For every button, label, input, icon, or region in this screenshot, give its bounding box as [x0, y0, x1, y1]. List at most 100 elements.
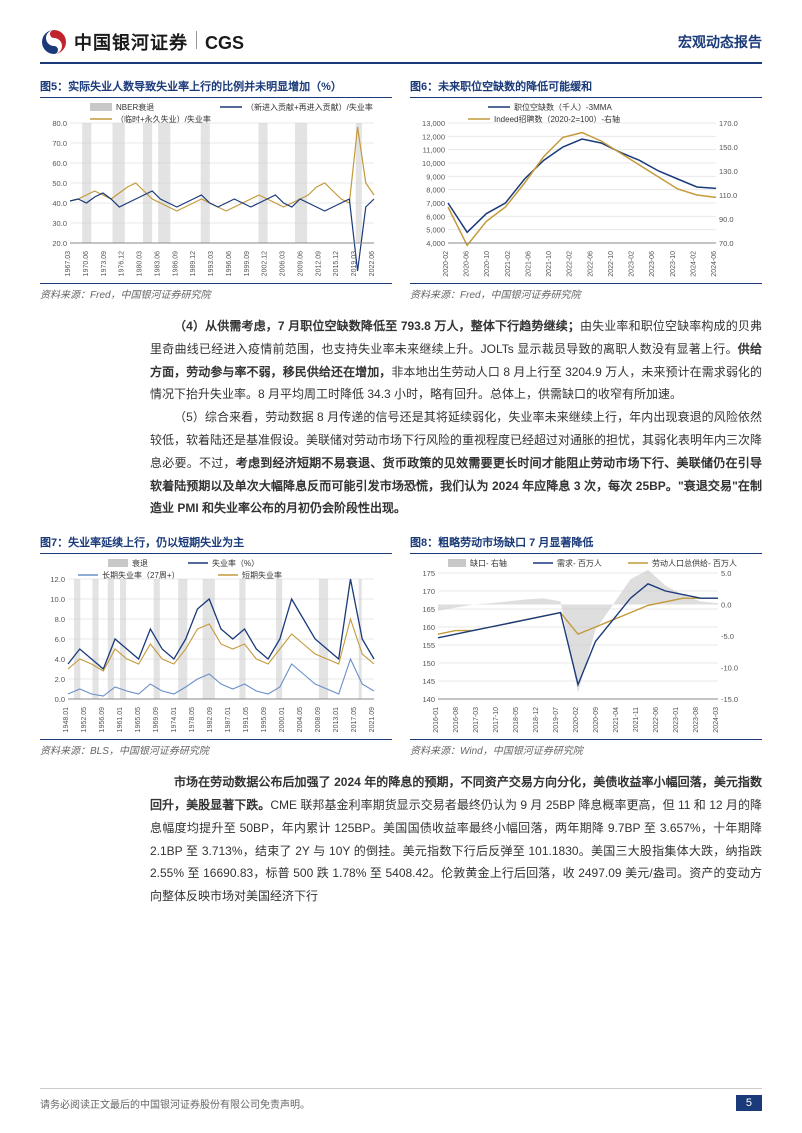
svg-text:6.0: 6.0: [55, 635, 65, 644]
svg-text:缺口- 右轴: 缺口- 右轴: [470, 558, 507, 568]
svg-text:80.0: 80.0: [52, 119, 67, 128]
svg-text:0.0: 0.0: [55, 695, 65, 704]
logo-divider: [196, 31, 197, 49]
body-paragraphs-2: 市场在劳动数据公布后加强了 2024 年的降息的预期，不同资产交易方向分化，美债…: [150, 771, 762, 908]
svg-text:2022.06: 2022.06: [369, 251, 376, 276]
figure-7-title: 图7：失业率延续上行，仍以短期失业为主: [40, 534, 392, 554]
svg-text:2020-02: 2020-02: [443, 251, 450, 277]
svg-text:2017.05: 2017.05: [351, 707, 358, 732]
logo-cn-text: 中国银河证券: [74, 29, 188, 55]
svg-text:140: 140: [422, 695, 435, 704]
page-footer: 请务必阅读正文最后的中国银河证券股份有限公司免责声明。 5: [40, 1088, 762, 1111]
svg-text:11,000: 11,000: [423, 146, 445, 155]
svg-text:1965.05: 1965.05: [135, 707, 142, 732]
svg-text:2009.06: 2009.06: [297, 251, 304, 276]
svg-text:4,000: 4,000: [426, 239, 445, 248]
svg-text:-5.0: -5.0: [721, 632, 734, 641]
svg-text:2024-02: 2024-02: [690, 251, 697, 277]
svg-text:-15.0: -15.0: [721, 695, 738, 704]
svg-text:2013.01: 2013.01: [333, 707, 340, 732]
svg-text:-10.0: -10.0: [721, 664, 738, 673]
svg-text:1956.09: 1956.09: [99, 707, 106, 732]
svg-text:2017-03: 2017-03: [473, 707, 480, 733]
logo-en-text: CGS: [205, 33, 244, 54]
svg-text:需求- 百万人: 需求- 百万人: [557, 558, 602, 568]
disclaimer: 请务必阅读正文最后的中国银河证券股份有限公司免责声明。: [40, 1096, 310, 1111]
svg-text:（新进入贡献+再进入贡献）/失业率: （新进入贡献+再进入贡献）/失业率: [246, 102, 373, 112]
figure-8-title: 图8：粗略劳动市场缺口 7 月显著降低: [410, 534, 762, 554]
svg-text:2.0: 2.0: [55, 675, 65, 684]
svg-text:4.0: 4.0: [55, 655, 65, 664]
svg-text:1974.01: 1974.01: [171, 707, 178, 732]
svg-text:1961.01: 1961.01: [117, 707, 124, 732]
svg-text:2019-07: 2019-07: [553, 707, 560, 733]
svg-text:2023-06: 2023-06: [649, 251, 656, 277]
svg-text:2022-02: 2022-02: [567, 251, 574, 277]
svg-text:10.0: 10.0: [50, 595, 65, 604]
figure-8-source: 资料来源：Wind，中国银河证券研究院: [410, 739, 762, 757]
svg-text:1967.03: 1967.03: [65, 251, 72, 276]
svg-text:170.0: 170.0: [719, 119, 738, 128]
svg-text:2023-08: 2023-08: [693, 707, 700, 733]
report-type: 宏观动态报告: [678, 32, 762, 52]
svg-text:衰退: 衰退: [132, 558, 148, 568]
svg-text:1978.05: 1978.05: [189, 707, 196, 732]
svg-text:30.0: 30.0: [52, 219, 67, 228]
svg-text:70.0: 70.0: [719, 239, 734, 248]
svg-text:2021-11: 2021-11: [633, 707, 640, 732]
svg-text:2021-06: 2021-06: [525, 251, 532, 277]
svg-text:2021-02: 2021-02: [505, 251, 512, 277]
svg-text:2017-10: 2017-10: [493, 707, 500, 733]
svg-text:2022-10: 2022-10: [608, 251, 615, 277]
svg-text:8,000: 8,000: [426, 186, 445, 195]
figure-7: 图7：失业率延续上行，仍以短期失业为主 衰退失业率（%）长期失业率（27周+）短…: [40, 534, 392, 757]
figure-5-source: 资料来源：Fred，中国银河证券研究院: [40, 283, 392, 301]
svg-text:5,000: 5,000: [426, 226, 445, 235]
svg-text:1969.09: 1969.09: [153, 707, 160, 732]
p-market-rest: CME 联邦基金利率期货显示交易者最终仍认为 9 月 25BP 降息概率更高，但…: [150, 798, 762, 903]
figure-6: 图6：未来职位空缺数的降低可能缓和 职位空缺数（千人）-3MMAIndeed招聘…: [410, 78, 762, 301]
svg-text:2023-01: 2023-01: [673, 707, 680, 733]
svg-text:2022-06: 2022-06: [653, 707, 660, 733]
svg-text:劳动人口总供给- 百万人: 劳动人口总供给- 百万人: [652, 558, 737, 568]
svg-text:12,000: 12,000: [422, 132, 445, 141]
svg-text:2022-06: 2022-06: [587, 251, 594, 277]
svg-text:2015.12: 2015.12: [333, 251, 340, 276]
svg-text:175: 175: [422, 569, 435, 578]
svg-text:1987.01: 1987.01: [225, 707, 232, 732]
svg-text:2016-08: 2016-08: [453, 707, 460, 733]
svg-text:165: 165: [422, 605, 435, 614]
svg-text:2023-10: 2023-10: [670, 251, 677, 277]
svg-text:170: 170: [422, 587, 435, 596]
figure-7-source: 资料来源：BLS，中国银河证券研究院: [40, 739, 392, 757]
svg-text:6,000: 6,000: [426, 212, 445, 221]
svg-text:2020-09: 2020-09: [593, 707, 600, 733]
svg-text:20.0: 20.0: [52, 239, 67, 248]
svg-text:155: 155: [422, 641, 435, 650]
svg-text:1995.09: 1995.09: [261, 707, 268, 732]
svg-text:1983.06: 1983.06: [154, 251, 161, 276]
svg-text:2018-12: 2018-12: [533, 707, 540, 733]
svg-text:110.0: 110.0: [719, 191, 737, 200]
svg-text:130.0: 130.0: [719, 167, 738, 176]
page-number: 5: [736, 1095, 762, 1111]
figure-6-source: 资料来源：Fred，中国银河证券研究院: [410, 283, 762, 301]
page-header: 中国银河证券 CGS 宏观动态报告: [40, 28, 762, 64]
svg-text:8.0: 8.0: [55, 615, 65, 624]
svg-text:1996.06: 1996.06: [226, 251, 233, 276]
svg-text:150.0: 150.0: [719, 143, 738, 152]
svg-text:1973.09: 1973.09: [101, 251, 108, 276]
svg-text:职位空缺数（千人）-3MMA: 职位空缺数（千人）-3MMA: [514, 102, 612, 112]
svg-text:9,000: 9,000: [426, 172, 445, 181]
svg-text:1991.05: 1991.05: [243, 707, 250, 732]
chart-row-1: 图5：实际失业人数导致失业率上行的比例并未明显增加（%） NBER衰退（新进入贡…: [40, 78, 762, 301]
svg-text:150: 150: [422, 659, 435, 668]
svg-text:2020-06: 2020-06: [464, 251, 471, 277]
svg-text:60.0: 60.0: [52, 159, 67, 168]
logo-block: 中国银河证券 CGS: [40, 28, 244, 56]
svg-text:90.0: 90.0: [719, 215, 734, 224]
figure-5: 图5：实际失业人数导致失业率上行的比例并未明显增加（%） NBER衰退（新进入贡…: [40, 78, 392, 301]
svg-text:2024-06: 2024-06: [711, 251, 718, 277]
svg-text:160: 160: [422, 623, 435, 632]
figure-5-title: 图5：实际失业人数导致失业率上行的比例并未明显增加（%）: [40, 78, 392, 98]
